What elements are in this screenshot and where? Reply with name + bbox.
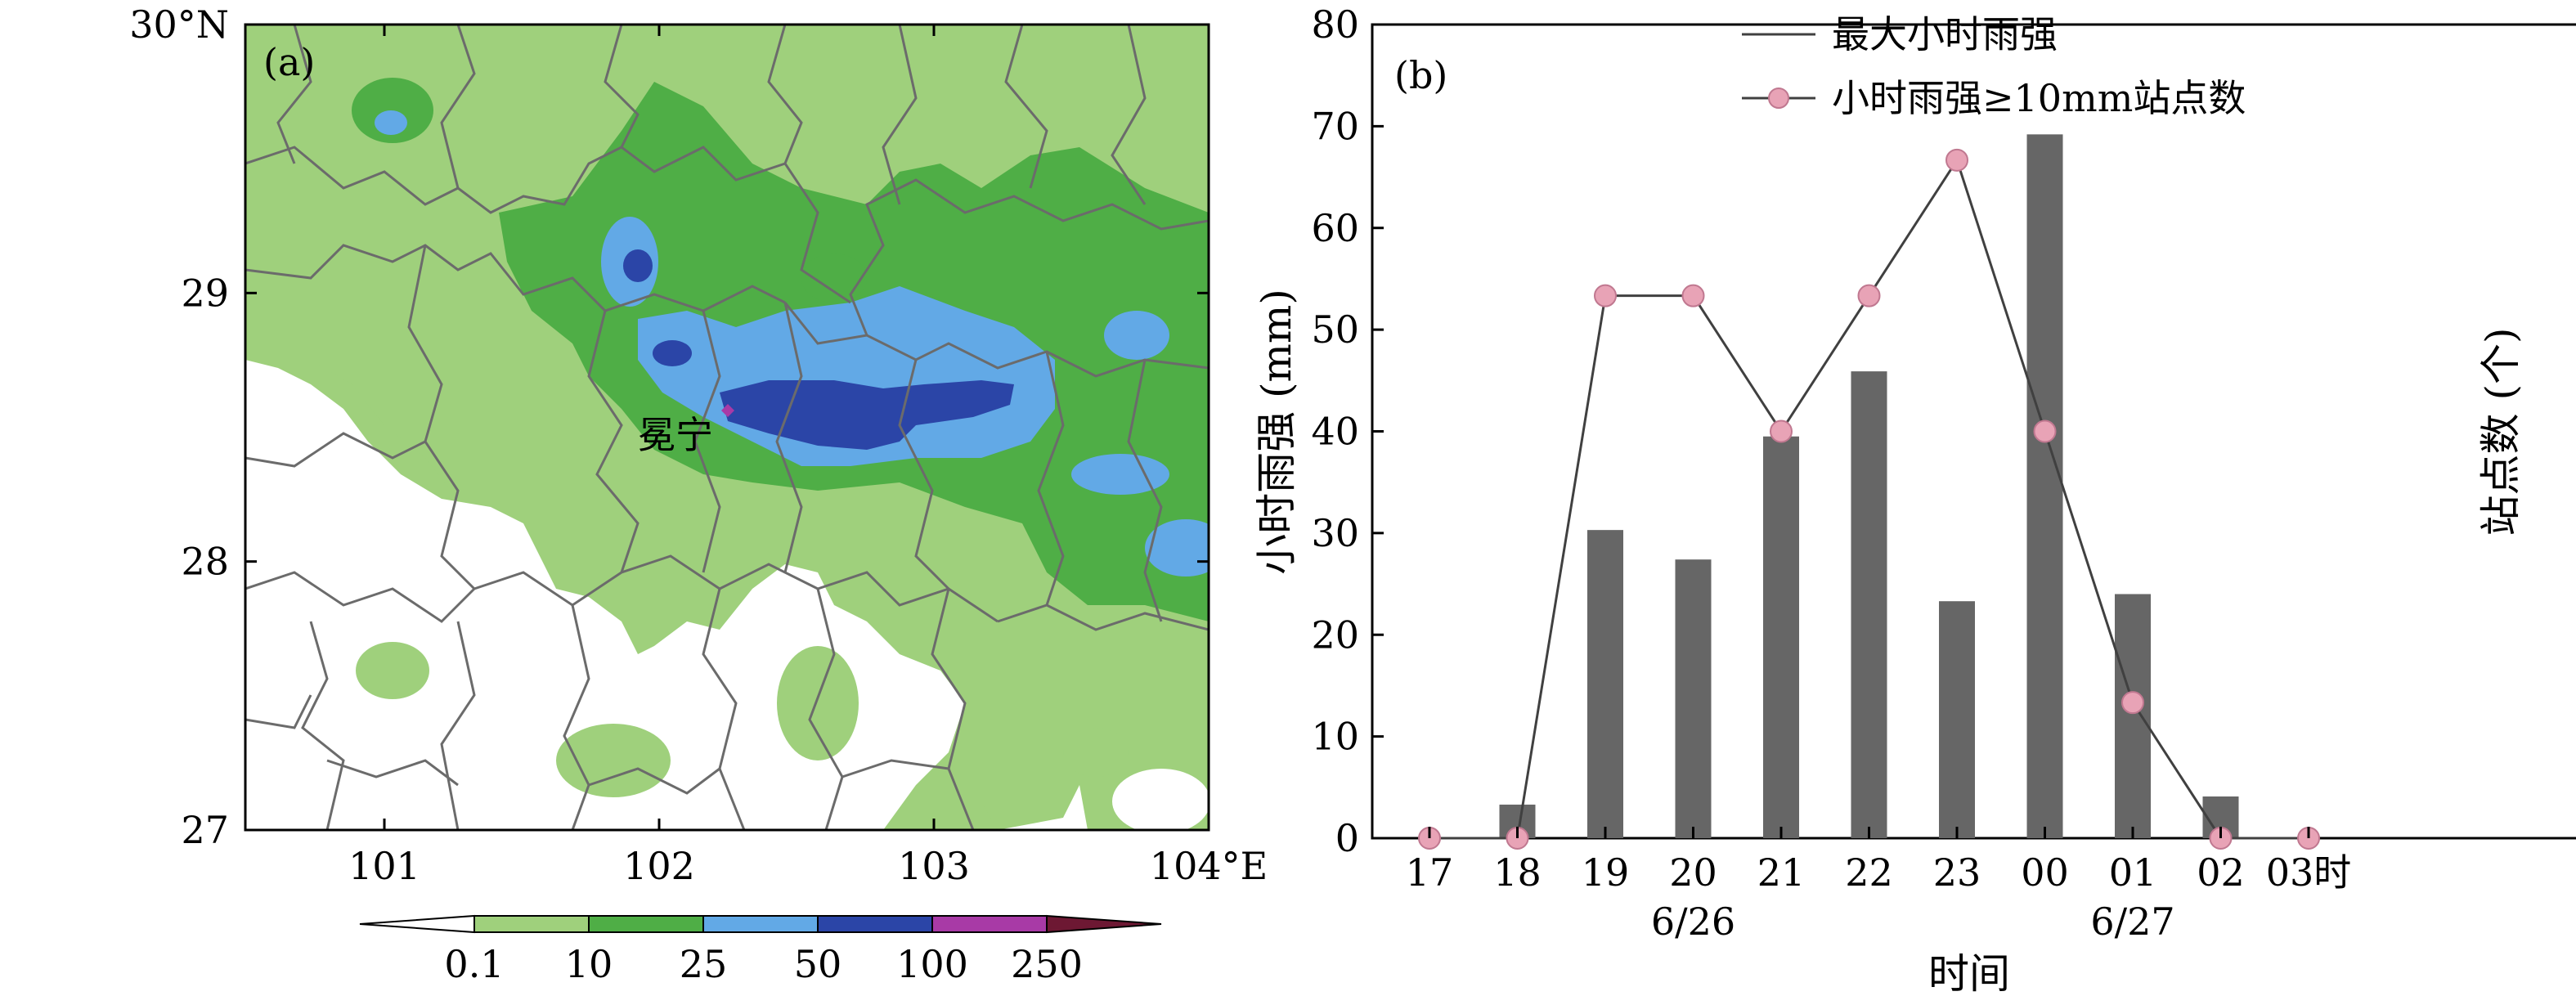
line-group bbox=[1418, 148, 2320, 850]
y-tick-label: 80 bbox=[1311, 2, 1359, 47]
point-station-count bbox=[1681, 284, 1705, 307]
colorbar-label: 25 bbox=[680, 942, 728, 986]
y-tick-label: 30 bbox=[1311, 511, 1359, 555]
x-axis-label: 时间 bbox=[1928, 950, 2010, 996]
legend-label: 小时雨强≥10mm站点数 bbox=[1832, 76, 2246, 120]
map-lon-label: 102 bbox=[623, 844, 695, 888]
point-station-count bbox=[2033, 419, 2057, 443]
colorbar: 0.1 10 25 50 100 250 bbox=[359, 914, 1162, 986]
rain-area-10 bbox=[356, 642, 429, 699]
x-tick-label: 19 bbox=[1582, 850, 1630, 895]
rain-area-10 bbox=[375, 110, 407, 135]
x-tick-label: 01 bbox=[2109, 850, 2157, 895]
rain-area-100 bbox=[653, 340, 692, 366]
map-lon-label: 104°E bbox=[1150, 844, 1268, 888]
colorbar-label: 10 bbox=[565, 942, 613, 986]
colorbar-bin-50 bbox=[702, 915, 819, 933]
y-tick-label: 10 bbox=[1311, 715, 1359, 759]
bar-max-hourly-rain bbox=[1763, 436, 1799, 838]
y2-axis-label: 站点数 (个) bbox=[2477, 328, 2524, 536]
map-lon-label: 103 bbox=[898, 844, 970, 888]
x-tick-label: 23 bbox=[1933, 850, 1981, 895]
rain-area-50 bbox=[1145, 519, 1209, 577]
colorbar-bin-25 bbox=[588, 915, 704, 933]
rain-area-10 bbox=[556, 724, 671, 797]
county-borders bbox=[245, 25, 1209, 830]
colorbar-label: 50 bbox=[794, 942, 842, 986]
y-tick-label: 20 bbox=[1311, 612, 1359, 657]
bar-max-hourly-rain bbox=[1675, 559, 1712, 838]
x-tick-label: 18 bbox=[1493, 850, 1542, 895]
x-tick-label: 21 bbox=[1757, 850, 1806, 895]
rain-area-50 bbox=[1071, 454, 1169, 495]
y-tick-label: 0 bbox=[1335, 816, 1359, 860]
rain-area-25 bbox=[352, 78, 433, 143]
colorbar-label: 250 bbox=[1011, 942, 1083, 986]
bar-max-hourly-rain bbox=[1851, 371, 1887, 838]
place-label: 冕宁 bbox=[638, 413, 713, 457]
point-station-count bbox=[2121, 691, 2144, 715]
colorbar-low-extension bbox=[359, 914, 475, 934]
x-tick-label: 03时 bbox=[2266, 850, 2352, 895]
point-station-count bbox=[1945, 148, 1968, 172]
legend-marker-swatch bbox=[1768, 87, 1789, 109]
x-tick-label: 02 bbox=[2197, 850, 2245, 895]
map-lat-label: 30°N bbox=[129, 2, 229, 47]
x-tick-label: 00 bbox=[2021, 850, 2069, 895]
bar-max-hourly-rain bbox=[2026, 134, 2063, 838]
colorbar-label: 0.1 bbox=[444, 942, 504, 986]
panel-a-label: (a) bbox=[263, 40, 315, 84]
bars-group bbox=[1499, 134, 2239, 838]
colorbar-bin-100 bbox=[817, 915, 933, 933]
county-seat-marker bbox=[721, 404, 734, 417]
y-tick-label: 70 bbox=[1311, 104, 1359, 148]
map-lat-label: 29 bbox=[181, 271, 229, 315]
y-axis-label: 小时雨强 (mm) bbox=[1253, 289, 1300, 575]
chart-panel: (b) 010203040506070800123456171819202122… bbox=[1253, 2, 2576, 996]
chart-axes: 0102030405060708001234561718192021222300… bbox=[1311, 2, 2352, 944]
colorbar-high-extension bbox=[1046, 914, 1162, 934]
point-station-count bbox=[1857, 284, 1881, 307]
y-tick-label: 60 bbox=[1311, 206, 1359, 250]
rain-area-25 bbox=[801, 253, 867, 303]
rain-area-10 bbox=[1063, 728, 1129, 777]
colorbar-bin-250 bbox=[931, 915, 1048, 933]
x-date-label: 6/26 bbox=[1651, 900, 1735, 944]
map-axis-ticks: 30°N 29 28 27 101 102 103 104°E bbox=[129, 2, 1268, 888]
map-panel: 冕宁 (a) 30°N 29 28 27 101 102 103 104°E 0.1 10 2… bbox=[129, 2, 1268, 986]
panel-b-label: (b) bbox=[1394, 53, 1447, 97]
bar-max-hourly-rain bbox=[2115, 594, 2151, 838]
y-tick-label: 40 bbox=[1311, 410, 1359, 454]
map-fields bbox=[245, 25, 1209, 830]
legend-label: 最大小时雨强 bbox=[1832, 12, 2058, 56]
bar-max-hourly-rain bbox=[1587, 530, 1623, 838]
colorbar-label: 100 bbox=[896, 942, 968, 986]
rain-area-50 bbox=[1104, 311, 1169, 360]
map-lat-label: 27 bbox=[181, 808, 229, 852]
rain-area-10 bbox=[777, 646, 859, 760]
x-date-label: 6/27 bbox=[2090, 900, 2174, 944]
point-station-count bbox=[1594, 284, 1617, 307]
point-station-count bbox=[1770, 419, 1793, 443]
x-tick-label: 22 bbox=[1845, 850, 1893, 895]
colorbar-bin-10 bbox=[473, 915, 590, 933]
y-tick-label: 50 bbox=[1311, 307, 1359, 352]
bar-max-hourly-rain bbox=[1939, 601, 1975, 838]
map-lon-label: 101 bbox=[348, 844, 420, 888]
x-tick-label: 20 bbox=[1669, 850, 1717, 895]
map-lat-label: 28 bbox=[181, 540, 229, 584]
x-tick-label: 17 bbox=[1406, 850, 1454, 895]
rain-area-none bbox=[1112, 769, 1209, 830]
legend: 最大小时雨强 小时雨强≥10mm站点数 bbox=[1742, 12, 2246, 120]
rain-area-10 bbox=[867, 769, 998, 830]
rain-area-100 bbox=[623, 249, 653, 282]
map-frame bbox=[244, 23, 1210, 832]
